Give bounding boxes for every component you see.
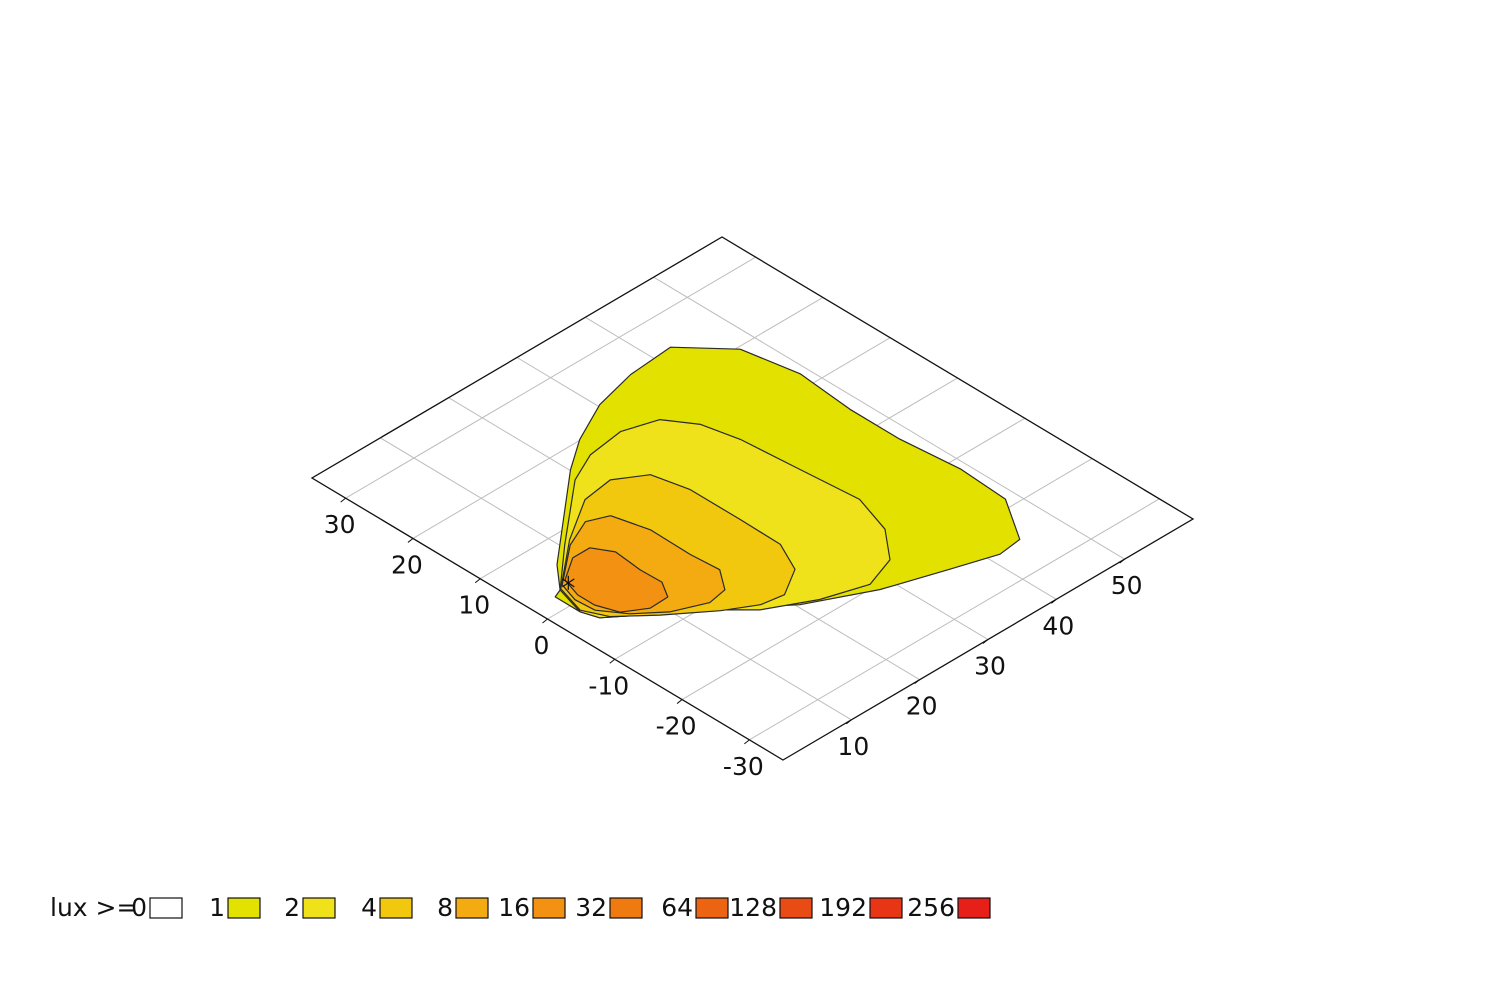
y-tick-label: -10	[588, 671, 629, 700]
legend-swatch	[302, 897, 336, 919]
y-tick	[744, 739, 750, 745]
x-tick-label: 30	[974, 652, 1006, 681]
legend-label: 32	[575, 893, 607, 922]
legend-label: 192	[819, 893, 867, 922]
x-tick	[1051, 598, 1057, 604]
y-tick-label: -30	[723, 752, 764, 781]
legend-swatch	[779, 897, 813, 919]
legend-swatch	[149, 897, 183, 919]
x-tick-label: 40	[1042, 611, 1074, 640]
legend-swatch	[957, 897, 991, 919]
y-tick-label: 30	[324, 510, 356, 539]
legend-swatch	[532, 897, 566, 919]
x-tick	[846, 719, 852, 725]
grid-line	[749, 498, 1160, 741]
legend-swatch	[379, 897, 413, 919]
y-tick	[474, 578, 481, 584]
legend-label: 2	[284, 893, 300, 922]
grid-line	[345, 256, 756, 499]
luminaire-marker	[561, 578, 575, 588]
legend-swatch	[227, 897, 261, 919]
x-tick-label: 20	[906, 692, 938, 721]
legend-swatch	[695, 897, 729, 919]
x-tick	[1119, 558, 1125, 564]
y-tick-label: 20	[391, 550, 423, 579]
y-tick	[407, 538, 414, 543]
legend-label: 4	[361, 893, 377, 922]
x-tick-label: 50	[1111, 571, 1143, 600]
legend-label: 16	[498, 893, 530, 922]
legend-label: 0	[131, 893, 147, 922]
y-tick	[676, 699, 683, 704]
x-tick	[982, 639, 989, 644]
x-tick-label: 10	[837, 732, 869, 761]
legend-swatch	[455, 897, 489, 919]
legend-swatch	[609, 897, 643, 919]
legend-label: 1	[209, 893, 225, 922]
legend-label: 8	[437, 893, 453, 922]
y-tick	[609, 658, 616, 664]
legend-label: 128	[729, 893, 777, 922]
legend-title: lux >=	[50, 893, 137, 922]
isolux-contour	[564, 547, 669, 613]
y-tick-label: 10	[458, 591, 490, 620]
y-tick-label: -20	[656, 712, 697, 741]
x-tick	[914, 679, 920, 685]
legend-label: 64	[661, 893, 693, 922]
legend-label: 256	[907, 893, 955, 922]
legend-swatch	[869, 897, 903, 919]
y-tick	[340, 497, 346, 503]
y-tick	[542, 618, 548, 624]
y-tick-label: 0	[534, 631, 550, 660]
